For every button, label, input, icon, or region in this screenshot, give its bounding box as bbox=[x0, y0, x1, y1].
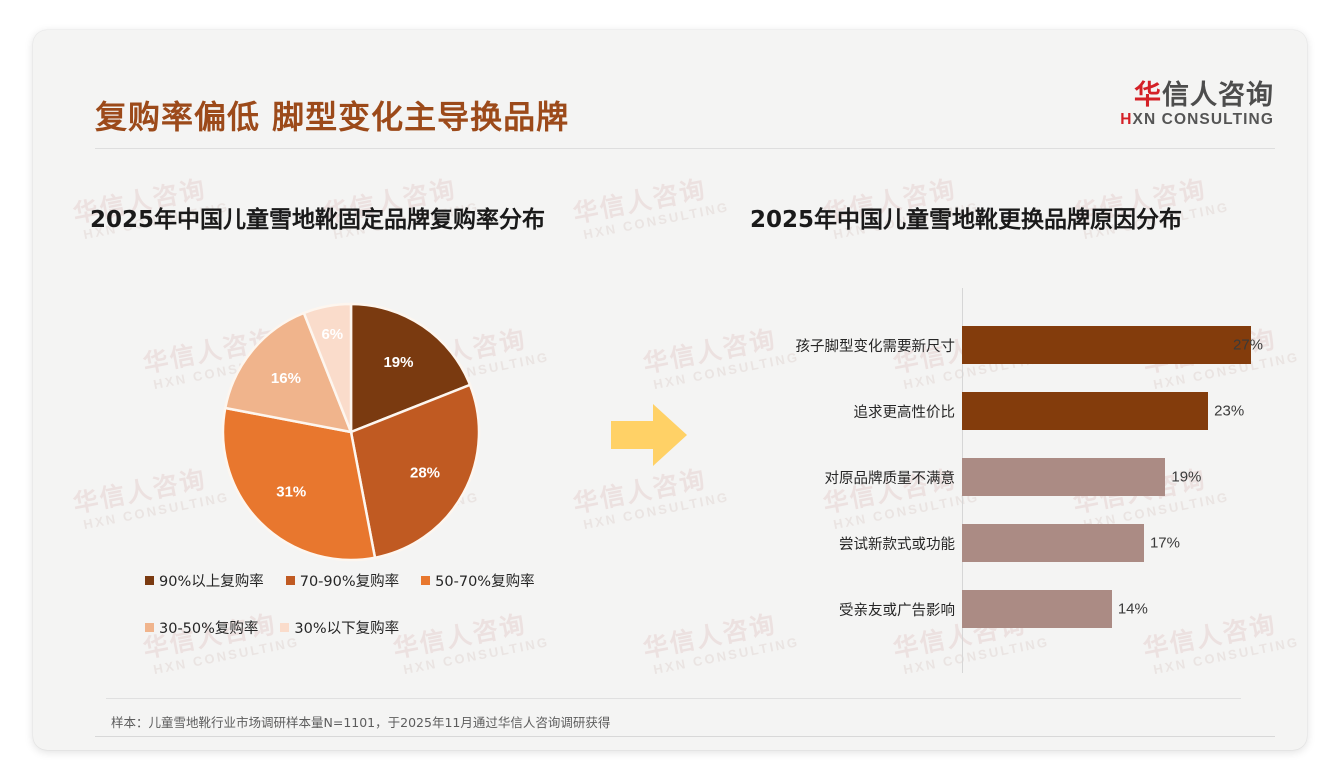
legend-label: 70-90%复购率 bbox=[299, 574, 400, 590]
bar-value-label: 27% bbox=[1233, 336, 1264, 354]
logo-english-red: H bbox=[1120, 111, 1133, 129]
legend-swatch-icon bbox=[145, 576, 154, 585]
pie-chart-svg: 19% 28% 31% 16% 6% bbox=[221, 302, 481, 562]
company-logo: 华信人咨询 HXN CONSULTING bbox=[1120, 80, 1274, 129]
pie-chart-title: 2025年中国儿童雪地靴固定品牌复购率分布 bbox=[90, 207, 546, 233]
pie-slice-label: 31% bbox=[276, 484, 306, 501]
logo-english-rest: XN CONSULTING bbox=[1132, 111, 1274, 129]
logo-english: HXN CONSULTING bbox=[1120, 112, 1274, 128]
pie-slice-label: 28% bbox=[410, 465, 440, 482]
legend-row: 30-50%复购率 30%以下复购率 bbox=[145, 617, 615, 638]
bar-category-label: 孩子脚型变化需要新尺寸 bbox=[795, 338, 956, 355]
legend-swatch-icon bbox=[145, 623, 154, 632]
bar-track: 19% bbox=[962, 458, 1290, 496]
logo-chinese-red: 华 bbox=[1134, 80, 1162, 111]
bar-row: 追求更高性价比 23% bbox=[750, 392, 1290, 430]
pie-slice-label: 6% bbox=[321, 326, 343, 343]
bar-chart-title: 2025年中国儿童雪地靴更换品牌原因分布 bbox=[750, 207, 1183, 233]
legend-label: 30%以下复购率 bbox=[294, 621, 400, 637]
footer-divider bbox=[95, 736, 1275, 737]
bar-chart: 孩子脚型变化需要新尺寸 27% 追求更高性价比 23% 对原品牌质量不满意 19% 尝试新款… bbox=[750, 288, 1290, 678]
bar-category-label: 尝试新款式或功能 bbox=[839, 536, 955, 553]
legend-row: 90%以上复购率 70-90%复购率 50-70%复购率 bbox=[145, 570, 615, 591]
pie-slice bbox=[223, 311, 353, 434]
bar-fill bbox=[962, 590, 1112, 628]
bar-row: 尝试新款式或功能 17% bbox=[750, 524, 1290, 562]
footnote-text: 样本：儿童雪地靴行业市场调研样本量N=1101，于2025年11月通过华信人咨询… bbox=[111, 715, 611, 730]
bar-track: 23% bbox=[962, 392, 1290, 430]
bar-value-label: 14% bbox=[1117, 600, 1148, 618]
pie-slice bbox=[302, 302, 353, 433]
bar-category-label: 追求更高性价比 bbox=[853, 404, 956, 421]
legend-item[interactable]: 90%以上复购率 bbox=[145, 570, 264, 591]
pie-legend: 90%以上复购率 70-90%复购率 50-70%复购率 30-50%复购率 30%以下… bbox=[145, 570, 615, 664]
bar-track: 14% bbox=[962, 590, 1290, 628]
slide-card: 华信人咨询 HXN CONSULTING 华信人咨询 HXN CONSULTING 华信… bbox=[33, 30, 1307, 750]
page-title: 复购率偏低 脚型变化主导换品牌 bbox=[95, 98, 570, 136]
pie-slice bbox=[221, 406, 377, 562]
bar-row: 孩子脚型变化需要新尺寸 27% bbox=[750, 326, 1290, 364]
footer-website: www.hxrcon.com bbox=[1154, 749, 1245, 750]
bar-track: 27% bbox=[962, 326, 1290, 364]
legend-item[interactable]: 50-70%复购率 bbox=[421, 570, 535, 591]
pie-slice-label: 16% bbox=[271, 370, 301, 387]
bar-track: 17% bbox=[962, 524, 1290, 562]
header-divider bbox=[95, 148, 1275, 149]
legend-item[interactable]: 30-50%复购率 bbox=[145, 617, 258, 638]
bar-row: 对原品牌质量不满意 19% bbox=[750, 458, 1290, 496]
legend-label: 30-50%复购率 bbox=[159, 621, 259, 637]
bar-fill bbox=[962, 326, 1251, 364]
legend-swatch-icon bbox=[280, 623, 290, 632]
bar-fill bbox=[962, 392, 1209, 430]
bar-category-label: 对原品牌质量不满意 bbox=[824, 470, 956, 487]
legend-swatch-icon bbox=[421, 576, 431, 585]
legend-item[interactable]: 70-90%复购率 bbox=[285, 570, 400, 591]
legend-swatch-icon bbox=[285, 576, 295, 585]
legend-label: 90%以上复购率 bbox=[159, 574, 264, 590]
bar-value-label: 17% bbox=[1149, 534, 1180, 552]
bar-fill bbox=[962, 458, 1166, 496]
legend-label: 50-70%复购率 bbox=[435, 574, 535, 590]
footnote-divider bbox=[106, 698, 1241, 699]
bar-category-label: 受亲友或广告影响 bbox=[839, 602, 955, 619]
logo-chinese: 华信人咨询 bbox=[1120, 80, 1274, 111]
pie-slice-label: 19% bbox=[383, 354, 413, 371]
arrow-right-icon bbox=[611, 402, 687, 473]
bar-value-label: 23% bbox=[1214, 402, 1245, 420]
bar-value-label: 19% bbox=[1171, 468, 1202, 486]
bar-row: 受亲友或广告影响 14% bbox=[750, 590, 1290, 628]
logo-chinese-rest: 信人咨询 bbox=[1162, 80, 1274, 111]
pie-chart: 19% 28% 31% 16% 6% bbox=[221, 302, 481, 562]
footer-copyright: ©2026.1 HXR华信人咨询 bbox=[95, 749, 238, 750]
bar-fill bbox=[962, 524, 1144, 562]
pie-slice bbox=[349, 302, 472, 434]
pie-slice bbox=[349, 383, 481, 560]
legend-item[interactable]: 30%以下复购率 bbox=[280, 617, 399, 638]
